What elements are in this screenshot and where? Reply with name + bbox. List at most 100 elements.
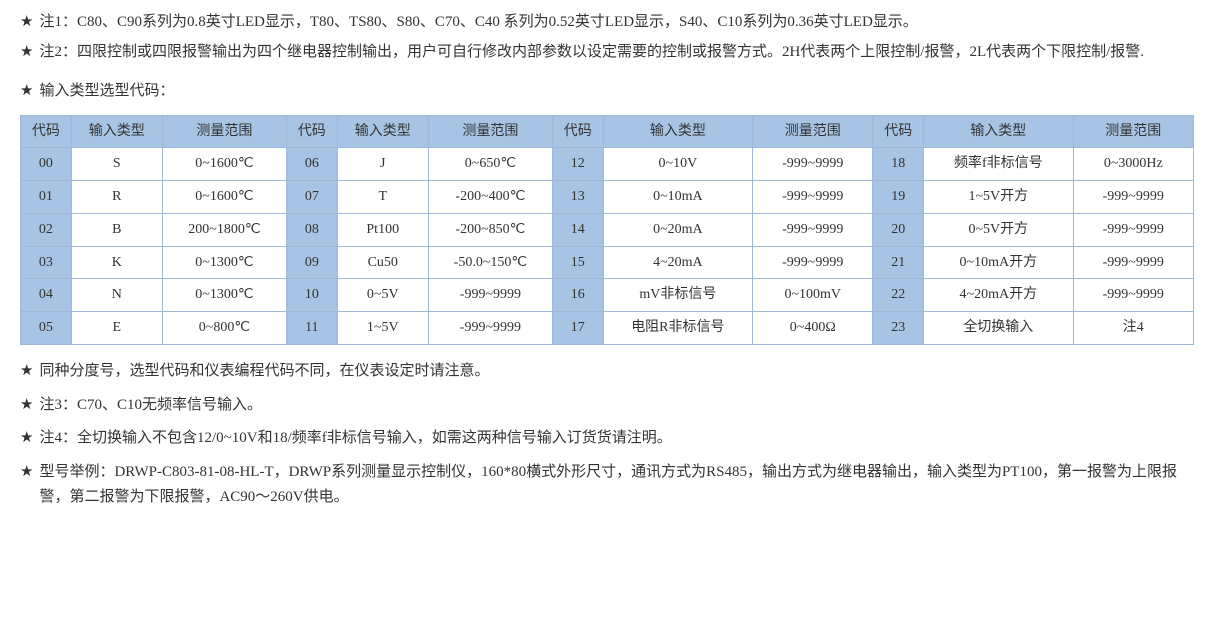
cell-code: 22 (873, 279, 924, 312)
cell-code: 16 (552, 279, 603, 312)
star-icon: ★ (20, 426, 33, 452)
cell-range: -999~9999 (1073, 181, 1193, 214)
cell-range: 0~3000Hz (1073, 148, 1193, 181)
note-after-1-text: 同种分度号，选型代码和仪表编程代码不同，在仪表设定时请注意。 (39, 359, 1194, 385)
cell-range: 0~400Ω (753, 312, 873, 345)
cell-type: 0~10mA开方 (924, 246, 1073, 279)
cell-type: 4~20mA开方 (924, 279, 1073, 312)
input-type-table: 代码 输入类型 测量范围 代码 输入类型 测量范围 代码 输入类型 测量范围 代… (20, 115, 1194, 346)
cell-type: mV非标信号 (603, 279, 752, 312)
cell-range: -999~9999 (753, 246, 873, 279)
cell-type: 电阻R非标信号 (603, 312, 752, 345)
cell-code: 17 (552, 312, 603, 345)
th-type: 输入类型 (71, 115, 162, 148)
th-code: 代码 (286, 115, 337, 148)
th-code: 代码 (21, 115, 72, 148)
section-title: 输入类型选型代码： (39, 79, 174, 105)
section-title-row: ★ 输入类型选型代码： (20, 79, 1194, 105)
cell-type: J (337, 148, 428, 181)
cell-range: 0~1600℃ (162, 181, 286, 214)
cell-range: -999~9999 (1073, 213, 1193, 246)
cell-type: K (71, 246, 162, 279)
cell-code: 07 (286, 181, 337, 214)
table-row: 04N0~1300℃100~5V-999~999916mV非标信号0~100mV… (21, 279, 1194, 312)
cell-code: 20 (873, 213, 924, 246)
star-icon: ★ (20, 40, 33, 66)
th-range: 测量范围 (428, 115, 552, 148)
cell-code: 19 (873, 181, 924, 214)
note-after-2-text: 注3：C70、C10无频率信号输入。 (39, 393, 1194, 419)
star-icon: ★ (20, 79, 33, 105)
cell-type: E (71, 312, 162, 345)
star-icon: ★ (20, 393, 33, 419)
cell-type: 频率f非标信号 (924, 148, 1073, 181)
cell-range: 200~1800℃ (162, 213, 286, 246)
cell-range: 0~1300℃ (162, 246, 286, 279)
note-1: ★ 注1：C80、C90系列为0.8英寸LED显示，T80、TS80、S80、C… (20, 10, 1194, 36)
cell-type: 0~10V (603, 148, 752, 181)
th-range: 测量范围 (753, 115, 873, 148)
cell-type: 1~5V开方 (924, 181, 1073, 214)
th-type: 输入类型 (603, 115, 752, 148)
table-body: 00S0~1600℃06J0~650℃120~10V-999~999918频率f… (21, 148, 1194, 345)
cell-code: 02 (21, 213, 72, 246)
cell-range: -999~9999 (753, 213, 873, 246)
cell-code: 12 (552, 148, 603, 181)
th-range: 测量范围 (1073, 115, 1193, 148)
cell-code: 05 (21, 312, 72, 345)
cell-range: 0~800℃ (162, 312, 286, 345)
input-type-table-wrap: 代码 输入类型 测量范围 代码 输入类型 测量范围 代码 输入类型 测量范围 代… (20, 115, 1194, 346)
table-head: 代码 输入类型 测量范围 代码 输入类型 测量范围 代码 输入类型 测量范围 代… (21, 115, 1194, 148)
table-header-row: 代码 输入类型 测量范围 代码 输入类型 测量范围 代码 输入类型 测量范围 代… (21, 115, 1194, 148)
th-code: 代码 (552, 115, 603, 148)
cell-code: 00 (21, 148, 72, 181)
cell-range: 注4 (1073, 312, 1193, 345)
cell-code: 10 (286, 279, 337, 312)
note-2-text: 注2：四限控制或四限报警输出为四个继电器控制输出，用户可自行修改内部参数以设定需… (39, 40, 1194, 66)
cell-type: 0~10mA (603, 181, 752, 214)
cell-range: -999~9999 (428, 312, 552, 345)
note-after-4-text: 型号举例：DRWP-C803-81-08-HL-T，DRWP系列测量显示控制仪，… (39, 460, 1194, 511)
cell-type: 全切换输入 (924, 312, 1073, 345)
cell-code: 18 (873, 148, 924, 181)
cell-type: 0~20mA (603, 213, 752, 246)
table-row: 00S0~1600℃06J0~650℃120~10V-999~999918频率f… (21, 148, 1194, 181)
cell-range: -200~850℃ (428, 213, 552, 246)
th-range: 测量范围 (162, 115, 286, 148)
note-after-3: ★ 注4：全切换输入不包含12/0~10V和18/频率f非标信号输入，如需这两种… (20, 426, 1194, 452)
cell-type: R (71, 181, 162, 214)
cell-range: -200~400℃ (428, 181, 552, 214)
cell-code: 13 (552, 181, 603, 214)
cell-code: 23 (873, 312, 924, 345)
star-icon: ★ (20, 460, 33, 486)
star-icon: ★ (20, 10, 33, 36)
table-row: 03K0~1300℃09Cu50-50.0~150℃154~20mA-999~9… (21, 246, 1194, 279)
note-after-1: ★ 同种分度号，选型代码和仪表编程代码不同，在仪表设定时请注意。 (20, 359, 1194, 385)
table-row: 05E0~800℃111~5V-999~999917电阻R非标信号0~400Ω2… (21, 312, 1194, 345)
table-row: 01R0~1600℃07T-200~400℃130~10mA-999~99991… (21, 181, 1194, 214)
cell-range: -999~9999 (753, 148, 873, 181)
cell-range: 0~1600℃ (162, 148, 286, 181)
cell-code: 14 (552, 213, 603, 246)
cell-type: S (71, 148, 162, 181)
cell-code: 03 (21, 246, 72, 279)
star-icon: ★ (20, 359, 33, 385)
cell-type: T (337, 181, 428, 214)
cell-type: Pt100 (337, 213, 428, 246)
cell-range: 0~650℃ (428, 148, 552, 181)
cell-code: 08 (286, 213, 337, 246)
note-after-3-text: 注4：全切换输入不包含12/0~10V和18/频率f非标信号输入，如需这两种信号… (39, 426, 1194, 452)
cell-code: 21 (873, 246, 924, 279)
cell-type: 1~5V (337, 312, 428, 345)
cell-code: 06 (286, 148, 337, 181)
cell-type: 0~5V开方 (924, 213, 1073, 246)
cell-type: N (71, 279, 162, 312)
cell-type: 4~20mA (603, 246, 752, 279)
table-row: 02B200~1800℃08Pt100-200~850℃140~20mA-999… (21, 213, 1194, 246)
note-1-text: 注1：C80、C90系列为0.8英寸LED显示，T80、TS80、S80、C70… (39, 10, 1194, 36)
cell-range: -50.0~150℃ (428, 246, 552, 279)
cell-code: 11 (286, 312, 337, 345)
note-after-4: ★ 型号举例：DRWP-C803-81-08-HL-T，DRWP系列测量显示控制… (20, 460, 1194, 511)
cell-code: 15 (552, 246, 603, 279)
cell-code: 01 (21, 181, 72, 214)
